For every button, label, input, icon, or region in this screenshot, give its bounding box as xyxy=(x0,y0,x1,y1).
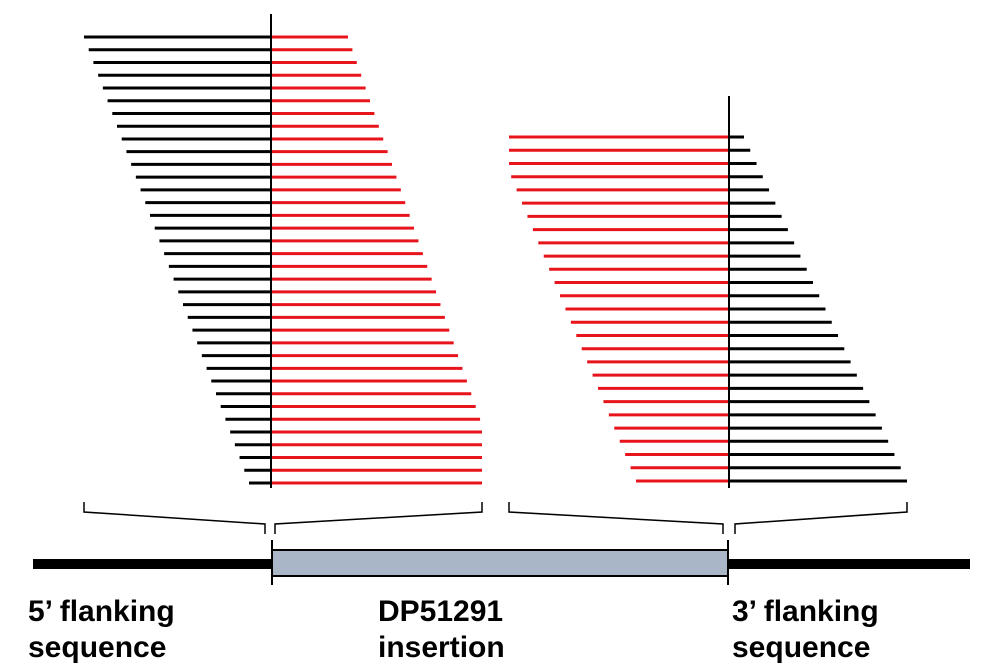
insertion-box xyxy=(271,549,729,577)
three-prime-flank-bracket xyxy=(734,502,908,534)
three-prime-junction-reads xyxy=(509,135,907,483)
insertion-label: DP51291 insertion xyxy=(378,594,505,666)
insertion-left-bracket xyxy=(274,502,483,534)
three-prime-label-line1: 3’ flanking xyxy=(732,595,879,628)
insertion-label-line2: insertion xyxy=(378,631,505,664)
five-prime-flanking-label: 5’ flanking sequence xyxy=(28,594,175,666)
insertion-right-bracket xyxy=(508,502,724,534)
three-prime-flanking-label: 3’ flanking sequence xyxy=(732,594,879,666)
five-prime-label-line2: sequence xyxy=(28,631,167,664)
insertion-label-line1: DP51291 xyxy=(378,595,504,628)
five-prime-label-line1: 5’ flanking xyxy=(28,595,175,628)
five-prime-junction-reads xyxy=(84,35,482,485)
three-prime-label-line2: sequence xyxy=(732,631,871,664)
five-prime-flank-bracket xyxy=(83,502,266,534)
